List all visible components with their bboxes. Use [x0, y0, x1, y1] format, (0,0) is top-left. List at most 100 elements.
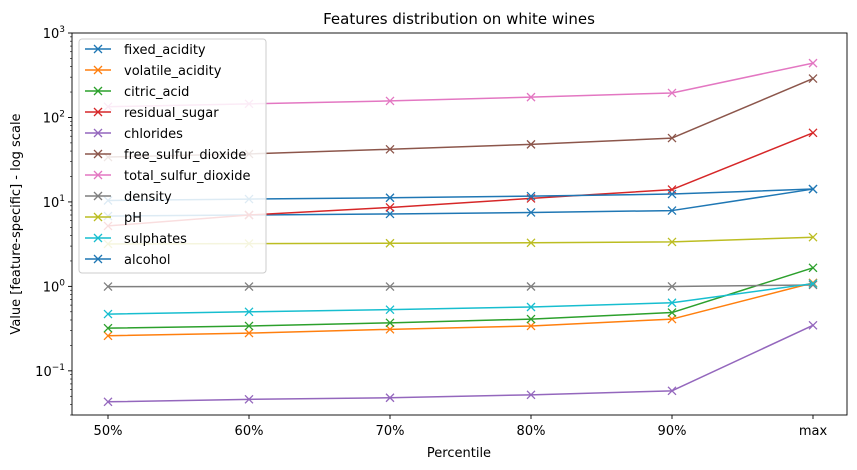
legend-entry-free_sulfur_dioxide: free_sulfur_dioxide — [85, 148, 246, 163]
y-tick-base: 10 — [43, 280, 60, 295]
legend-marker — [93, 86, 103, 96]
y-tick-label: 101 — [43, 194, 65, 211]
data-point-volatile_acidity-0 — [103, 331, 113, 341]
data-point-free_sulfur_dioxide-2 — [385, 144, 395, 154]
data-point-density-2 — [385, 282, 395, 291]
data-point-volatile_acidity-1 — [244, 328, 254, 338]
data-point-residual_sugar-5 — [808, 128, 818, 138]
legend-label: volatile_acidity — [124, 64, 222, 79]
series-line-sulphates — [107, 282, 814, 315]
data-point-alcohol-5 — [808, 184, 818, 194]
data-point-citric_acid-0 — [103, 323, 113, 333]
legend-entry-density: density — [85, 190, 172, 205]
legend-label: sulphates — [124, 232, 187, 247]
x-tick-label: 60% — [235, 424, 264, 439]
data-point-density-3 — [526, 282, 536, 291]
series-citric_acid — [103, 263, 818, 333]
axes-layer — [71, 32, 848, 416]
data-point-citric_acid-4 — [667, 308, 677, 318]
data-point-citric_acid-5 — [808, 263, 818, 273]
data-point-pH-3 — [526, 238, 536, 248]
data-point-sulphates-5 — [808, 279, 818, 289]
data-point-pH-5 — [808, 232, 818, 242]
data-point-sulphates-3 — [526, 302, 536, 312]
x-tick-label: max — [799, 424, 828, 439]
series-density — [103, 280, 818, 292]
y-axis-label: Value [feature-specific] - log scale — [9, 113, 24, 334]
legend-marker — [93, 128, 103, 138]
data-point-volatile_acidity-4 — [667, 314, 677, 324]
legend-entry-citric_acid: citric_acid — [85, 85, 189, 100]
data-point-total_sulfur_dioxide-4 — [667, 88, 677, 98]
legend-label: chlorides — [124, 127, 183, 142]
y-tick-label: 100 — [43, 278, 66, 295]
legend-entry-volatile_acidity: volatile_acidity — [85, 64, 222, 79]
legend-label: alcohol — [124, 253, 170, 268]
data-point-fixed_acidity-3 — [526, 208, 536, 217]
legend-marker — [93, 254, 103, 264]
legend-entry-residual_sugar: residual_sugar — [85, 106, 219, 121]
data-point-pH-4 — [667, 237, 677, 247]
data-point-alcohol-2 — [385, 193, 395, 203]
legend-entry-sulphates: sulphates — [85, 232, 187, 247]
legend: fixed_acidity volatile_acidity citric_acid… — [78, 38, 267, 274]
legend-label: free_sulfur_dioxide — [124, 148, 246, 163]
y-tick-base: 10 — [43, 111, 60, 126]
legend-label: density — [124, 190, 172, 205]
legend-marker — [93, 65, 103, 75]
data-point-sulphates-4 — [667, 298, 677, 308]
data-point-total_sulfur_dioxide-3 — [526, 92, 536, 102]
data-point-chlorides-5 — [808, 320, 818, 330]
x-tick-label: 70% — [376, 424, 405, 439]
data-point-sulphates-0 — [103, 309, 113, 319]
data-point-volatile_acidity-3 — [526, 321, 536, 331]
x-tick-layer: 50% 60% 70% 80% 90% max — [94, 415, 828, 439]
data-point-citric_acid-1 — [244, 321, 254, 331]
legend-entry-pH: pH — [85, 211, 142, 226]
series-line-citric_acid — [107, 267, 814, 329]
x-axis-label: Percentile — [427, 446, 491, 461]
y-tick-base: 10 — [43, 196, 60, 211]
legend-label: citric_acid — [124, 85, 189, 100]
data-point-chlorides-3 — [526, 390, 536, 400]
legend-entry-chlorides: chlorides — [85, 127, 183, 142]
legend-label: fixed_acidity — [124, 43, 206, 58]
data-point-sulphates-2 — [385, 305, 395, 315]
data-point-citric_acid-2 — [385, 318, 395, 328]
series-line-chlorides — [107, 324, 814, 403]
data-point-chlorides-1 — [244, 394, 254, 404]
legend-entry-alcohol: alcohol — [85, 253, 170, 268]
data-point-chlorides-4 — [667, 386, 677, 396]
series-line-volatile_acidity — [107, 282, 814, 337]
data-point-chlorides-0 — [103, 397, 113, 407]
legend-marker — [93, 233, 103, 243]
data-point-free_sulfur_dioxide-4 — [667, 133, 677, 143]
data-point-total_sulfur_dioxide-5 — [808, 58, 818, 68]
y-tick-exponent: −1 — [52, 363, 65, 373]
data-point-density-4 — [667, 281, 677, 291]
y-tick-exponent: 0 — [59, 278, 65, 288]
data-point-total_sulfur_dioxide-2 — [385, 96, 395, 106]
y-tick-label: 103 — [43, 25, 65, 42]
legend-box — [78, 38, 267, 274]
data-point-pH-2 — [385, 238, 395, 248]
legend-label: residual_sugar — [124, 106, 219, 121]
legend-marker — [93, 44, 103, 54]
y-tick-label: 102 — [43, 109, 65, 126]
data-point-citric_acid-3 — [526, 314, 536, 324]
x-tick-label: 80% — [517, 424, 546, 439]
y-tick-base: 10 — [35, 365, 52, 380]
legend-marker — [93, 107, 103, 117]
series-line-density — [107, 284, 814, 288]
plot-frame — [71, 32, 848, 416]
chart-title: Features distribution on white wines — [323, 10, 595, 28]
data-point-alcohol-3 — [526, 191, 536, 201]
data-point-free_sulfur_dioxide-3 — [526, 139, 536, 149]
data-point-sulphates-1 — [244, 307, 254, 317]
y-tick-exponent: 1 — [59, 194, 65, 204]
y-tick-exponent: 2 — [59, 109, 65, 119]
y-tick-exponent: 3 — [59, 25, 65, 35]
legend-label: pH — [124, 211, 142, 226]
legend-marker — [93, 170, 103, 180]
